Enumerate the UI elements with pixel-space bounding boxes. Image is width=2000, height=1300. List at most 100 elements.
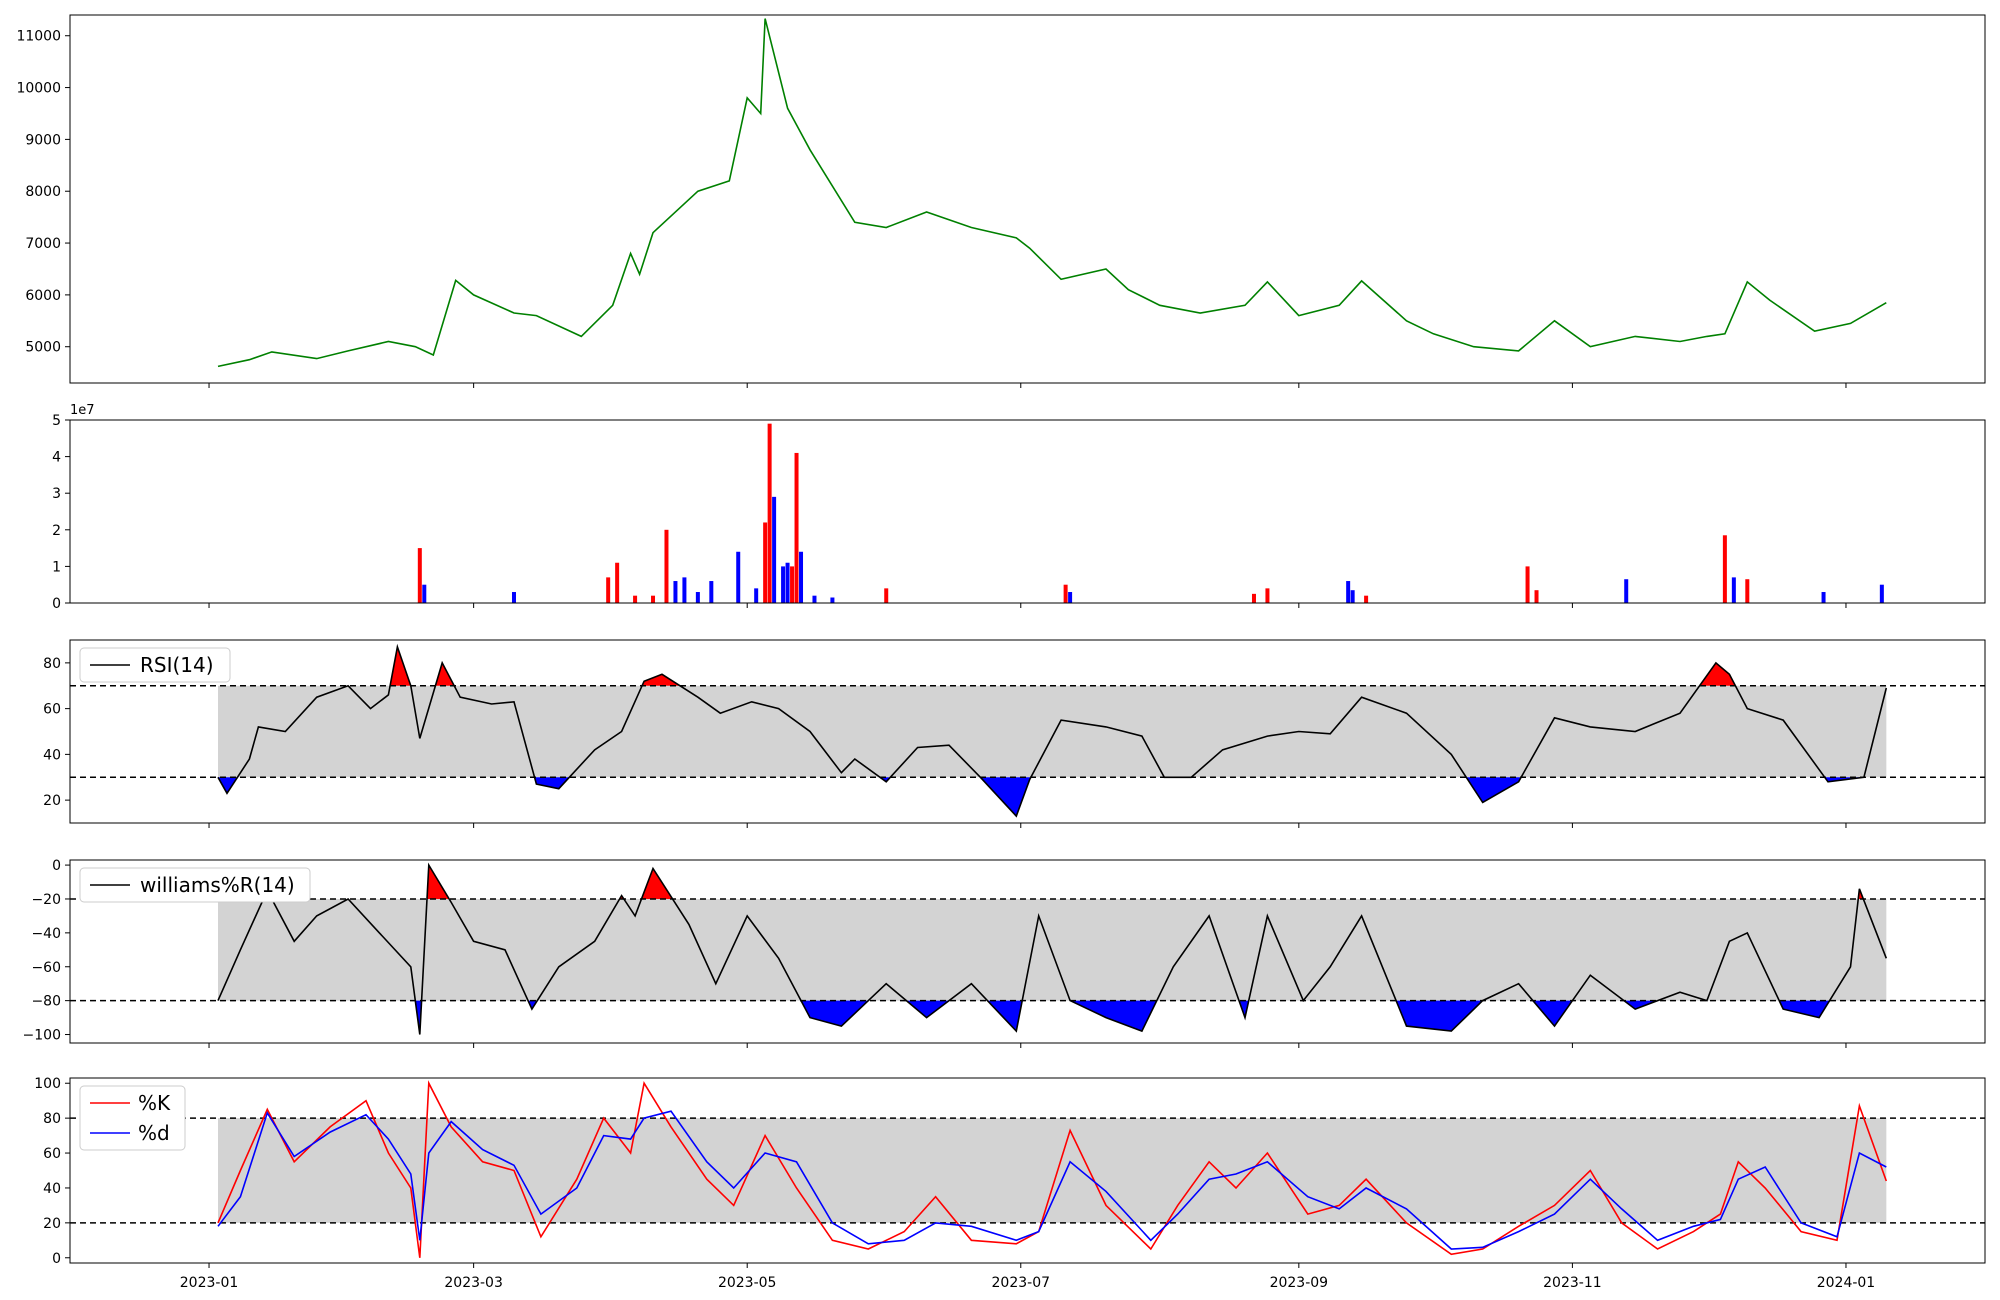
y-tick-label: 0 [52,858,61,874]
volume-bar [794,452,799,603]
neutral-band [217,898,1887,1001]
y-tick-label: −20 [31,892,61,908]
volume-bar [754,588,759,603]
y-tick-label: 100 [34,1076,61,1092]
y-tick-label: 80 [43,656,61,672]
volume-bar [417,548,422,603]
volume-bar [1265,588,1270,603]
x-tick-label: 2023-11 [1543,1275,1602,1291]
panel-rsi: 20 40 60 80 RSI(14) [43,639,1986,828]
y-tick-label: 10000 [16,81,61,97]
volume-bar [633,595,638,603]
y-tick-label: −40 [31,926,61,942]
rsi-line [217,643,1888,818]
volume-bar [695,592,700,603]
y-tick-label: 60 [43,1146,61,1162]
panel-price: 5000 6000 7000 8000 9000 10000 11000 [16,14,1986,388]
volume-bar [799,551,804,603]
y-tick-label: 7000 [25,236,61,252]
y-tick-label: 40 [43,1181,61,1197]
x-tick-label: 2023-07 [992,1275,1051,1291]
y-tick-label: 0 [52,596,61,612]
y-tick-label: −100 [23,1028,61,1044]
neutral-band [217,685,1887,778]
volume-bar [1722,535,1727,603]
y-tick-label: 2 [52,523,61,539]
volume-bar [606,577,611,603]
volume-bar [1745,579,1750,603]
y-tick-label: 20 [43,1216,61,1232]
legend-box [79,1085,186,1151]
volume-bar [1525,566,1530,603]
y-tick-label: 40 [43,747,61,763]
volume-bar [736,551,741,603]
axes-frame [69,1077,1986,1264]
volume-bar [1364,595,1369,603]
volume-bar [1346,581,1351,603]
legend-box [79,647,231,683]
panel-stochastic: 0 20 40 60 80 100 2023-01 2023-03 2023-05 2023-07… [34,1076,1986,1291]
volume-bar [785,562,790,603]
volume-bar [884,588,889,603]
volume-bar [781,566,786,603]
y-tick-label: −80 [31,994,61,1010]
volume-bar [422,584,427,603]
volume-bar [511,592,516,603]
k-line [217,1080,1888,1258]
x-tick-label: 2023-09 [1270,1275,1329,1291]
d-line [217,1110,1887,1250]
y-tick-label: 9000 [25,132,61,148]
legend-label: %K [138,1091,171,1115]
x-tick-label: 2023-05 [718,1275,777,1291]
y-tick-label: 1 [52,559,61,575]
axes-frame [69,859,1986,1044]
neutral-band [217,1118,1887,1223]
volume-bar [682,577,687,603]
y-tick-label: 4 [52,450,61,466]
x-tick-label: 2023-01 [180,1275,239,1291]
volume-bar [709,581,714,603]
volume-bar [830,597,835,603]
y-tick-label: 11000 [16,29,61,45]
axes-frame [69,639,1986,824]
x-tick-label: 2024-01 [1817,1275,1876,1291]
panel-volume: 0 1 2 3 4 5 1e7 [52,403,1986,612]
y-tick-label: 20 [43,793,61,809]
oversold-fill [415,1000,1830,1035]
legend-box [79,867,311,903]
volume-bar [673,581,678,603]
volume-bar [812,595,817,603]
volume-bar [1731,577,1736,603]
volume-bar [1350,590,1355,603]
y-tick-label: 6000 [25,288,61,304]
x-tick-label: 2023-03 [444,1275,503,1291]
volume-bar [790,566,795,603]
plot-area [70,15,1985,383]
legend-label: %d [138,1121,170,1145]
volume-bar [772,496,777,603]
legend-label: RSI(14) [140,653,214,677]
y-tick-label: 3 [52,486,61,502]
volume-bar [1063,584,1068,603]
volume-bar [1821,592,1826,603]
y-tick-label: 8000 [25,184,61,200]
volume-bar [1251,593,1256,603]
y-tick-label: 5 [52,413,61,429]
williams-line [217,862,1888,1035]
volume-scale-label: 1e7 [70,403,95,418]
plot-area [70,420,1985,603]
y-tick-label: −60 [31,960,61,976]
y-tick-label: 80 [43,1111,61,1127]
volume-bar [651,595,656,603]
y-tick-label: 5000 [25,340,61,356]
y-tick-label: 0 [52,1251,61,1267]
axes-frame [69,419,1986,604]
volume-bar [763,522,768,603]
volume-bar [664,529,669,603]
volume-bar [1068,592,1073,603]
volume-bar [767,423,772,603]
volume-bar [615,562,620,603]
legend-label: williams%R(14) [140,873,295,897]
overbought-fill [263,865,1864,899]
